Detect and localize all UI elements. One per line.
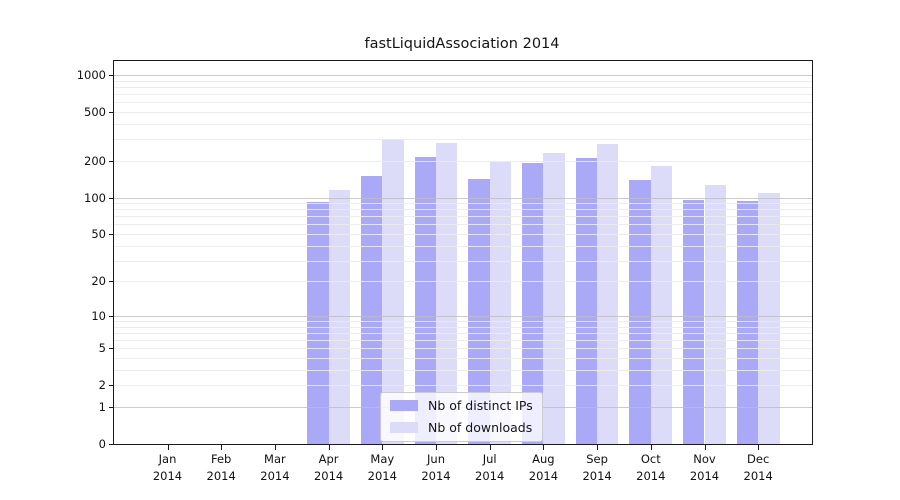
x-tick <box>221 445 223 450</box>
y-tick <box>109 444 113 445</box>
x-tick <box>328 445 330 450</box>
gridline-minor <box>114 123 812 125</box>
gridline-minor <box>114 340 812 342</box>
y-tick <box>109 385 113 387</box>
legend-label-distinct-ips: Nb of distinct IPs <box>428 398 533 413</box>
legend-swatch-distinct-ips <box>390 400 418 411</box>
x-tick-label: Jun 2014 <box>421 452 451 483</box>
y-tick <box>109 281 113 283</box>
y-tick-label: 5 <box>98 341 106 356</box>
y-tick-label: 1000 <box>76 67 106 82</box>
gridline-minor <box>114 358 812 359</box>
y-tick-label: 10 <box>91 308 106 323</box>
legend-swatch-downloads <box>390 422 418 433</box>
gridline-minor <box>114 209 812 211</box>
y-tick-label: 1 <box>98 400 106 414</box>
y-tick <box>109 111 113 113</box>
gridline-minor <box>114 86 812 88</box>
gridline-minor <box>114 326 812 328</box>
y-tick-label: 200 <box>84 153 106 168</box>
x-tick-label: Oct 2014 <box>636 452 666 483</box>
y-tick-label: 500 <box>84 104 106 119</box>
x-tick <box>704 445 706 450</box>
y-tick-label: 50 <box>91 227 106 241</box>
bar-downloads <box>543 152 565 444</box>
y-tick <box>109 197 113 199</box>
bar-downloads <box>489 162 512 444</box>
bar-downloads <box>650 166 673 444</box>
x-tick <box>274 445 276 450</box>
gridline-major <box>114 315 812 317</box>
x-tick-label: Feb 2014 <box>206 452 236 483</box>
x-tick-label: May 2014 <box>367 452 397 483</box>
x-tick <box>543 445 545 450</box>
gridline-minor <box>114 245 812 247</box>
y-tick <box>109 315 113 317</box>
x-tick-label: Sep 2014 <box>582 452 612 483</box>
y-tick <box>109 407 113 408</box>
y-tick <box>109 74 113 76</box>
bar-downloads <box>382 138 404 444</box>
gridline-minor <box>114 94 812 95</box>
x-tick-label: Jan 2014 <box>152 452 183 483</box>
x-tick <box>597 445 599 450</box>
gridline-major <box>114 197 812 199</box>
bar-distinct-ips <box>522 163 544 444</box>
x-tick <box>167 445 169 450</box>
chart-title: fastLiquidAssociation 2014 <box>364 36 560 52</box>
gridline-minor <box>114 234 812 235</box>
gridline-minor <box>114 369 812 371</box>
gridline-minor <box>114 216 812 218</box>
bar-downloads <box>758 193 780 444</box>
bar-distinct-ips <box>468 178 490 444</box>
x-tick <box>758 445 760 450</box>
x-tick-label: Nov 2014 <box>689 452 720 483</box>
x-tick-label: Aug 2014 <box>528 452 559 483</box>
gridline-major <box>114 74 812 76</box>
bar-distinct-ips <box>629 180 651 444</box>
x-tick <box>382 445 384 450</box>
gridline-minor <box>114 160 812 162</box>
gridline-minor <box>114 281 812 283</box>
y-tick <box>109 348 113 350</box>
gridline-minor <box>114 260 812 262</box>
x-tick-label: Dec 2014 <box>743 452 773 483</box>
bar-downloads <box>597 143 619 444</box>
bar-distinct-ips <box>575 157 598 444</box>
bar-distinct-ips <box>307 201 329 444</box>
y-tick-label: 20 <box>91 274 106 289</box>
bar-distinct-ips <box>414 156 436 444</box>
bar-downloads <box>436 142 458 444</box>
x-tick <box>436 445 437 450</box>
gridline-minor <box>114 139 812 141</box>
bar-downloads <box>704 185 726 444</box>
y-tick <box>109 160 113 162</box>
gridline-minor <box>114 102 812 104</box>
gridline-minor <box>114 348 812 350</box>
legend-label-downloads: Nb of downloads <box>428 420 533 435</box>
y-tick <box>109 234 113 235</box>
y-tick-label: 0 <box>98 437 106 451</box>
legend-item-distinct-ips: Nb of distinct IPs <box>390 398 533 413</box>
y-tick-label: 100 <box>84 190 106 205</box>
y-tick-label: 2 <box>98 378 106 393</box>
legend: Nb of distinct IPs Nb of downloads <box>380 392 543 442</box>
legend-item-downloads: Nb of downloads <box>390 420 533 435</box>
gridline-minor <box>114 111 812 113</box>
gridline-minor <box>114 332 812 334</box>
x-tick <box>650 445 652 450</box>
x-tick-label: Mar 2014 <box>260 452 290 483</box>
gridline-minor <box>114 321 812 322</box>
plot-area: 0 1 2 5 10 20 50 100 200 500 1000 Jan 2014 Feb 2014 Mar… <box>77 60 813 483</box>
gridline-minor <box>114 224 812 226</box>
gridline-minor <box>114 385 812 387</box>
gridline-minor <box>114 80 812 82</box>
bar-distinct-ips <box>360 176 383 444</box>
gridline-minor <box>114 203 812 204</box>
x-tick-label: Jul 2014 <box>475 452 505 483</box>
x-tick-label: Apr 2014 <box>313 452 344 483</box>
x-tick <box>489 445 491 450</box>
